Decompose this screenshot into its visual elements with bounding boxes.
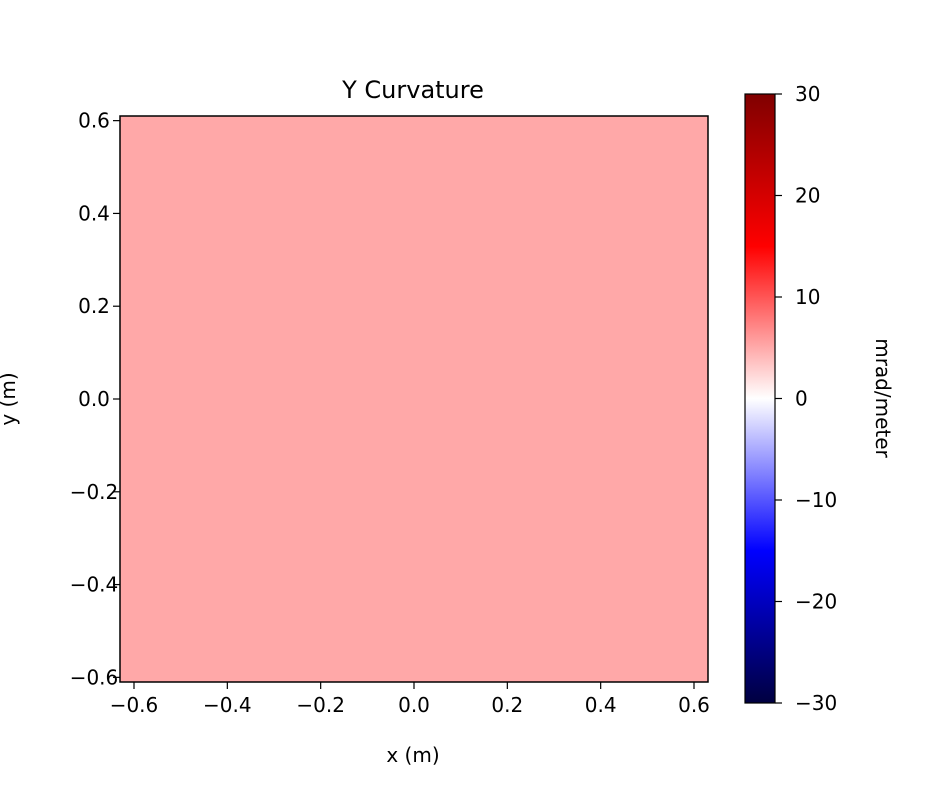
y-tick-label: −0.4	[70, 573, 119, 597]
x-tick-label: 0.2	[491, 693, 523, 717]
colorbar-tick-label: 0	[795, 387, 808, 411]
x-axis-ticks: −0.6 −0.4 −0.2 0.0 0.2 0.4 0.6	[110, 682, 710, 717]
colorbar-ticks: 30 20 10 0 −10 −20 −30	[775, 82, 837, 715]
x-tick-label: −0.6	[110, 693, 159, 717]
heatmap-field	[120, 116, 708, 682]
x-tick-label: 0.6	[678, 693, 710, 717]
colorbar-tick-label: 10	[795, 285, 820, 309]
colorbar-tick-label: −20	[795, 590, 837, 614]
colorbar-tick-label: −10	[795, 488, 837, 512]
x-tick-label: 0.4	[585, 693, 617, 717]
colorbar-tick-label: 30	[795, 82, 820, 106]
y-tick-label: −0.6	[70, 665, 119, 689]
colorbar-tick-label: 20	[795, 184, 820, 208]
y-tick-label: −0.2	[70, 480, 119, 504]
x-tick-label: 0.0	[398, 693, 430, 717]
y-tick-label: 0.0	[78, 387, 110, 411]
x-tick-label: −0.2	[296, 693, 345, 717]
y-tick-label: 0.2	[78, 294, 110, 318]
y-tick-label: 0.4	[78, 201, 110, 225]
chart-title: Y Curvature	[341, 76, 484, 104]
x-tick-label: −0.4	[203, 693, 252, 717]
y-axis-label: y (m)	[0, 372, 20, 425]
colorbar-tick-label: −30	[795, 691, 837, 715]
x-axis-label: x (m)	[386, 743, 439, 767]
colorbar-label: mrad/meter	[871, 338, 895, 458]
y-axis-ticks: −0.6 −0.4 −0.2 0.0 0.2 0.4 0.6	[70, 109, 120, 689]
y-tick-label: 0.6	[78, 109, 110, 133]
colorbar	[745, 94, 775, 703]
